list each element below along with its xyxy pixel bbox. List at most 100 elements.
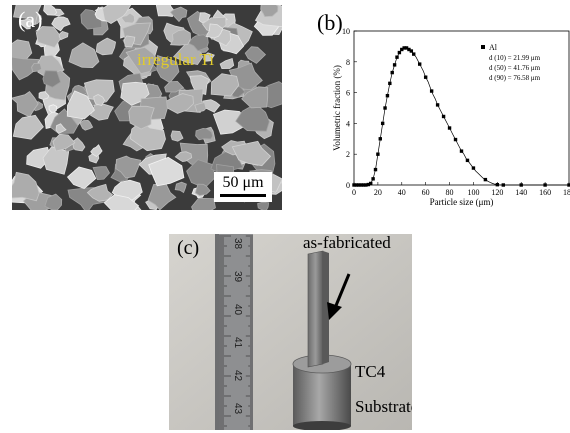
data-point [483,177,488,182]
particle [195,127,214,141]
scale-bar-line [220,194,266,197]
panel-b-label: (b) [317,10,343,35]
data-point [412,52,416,56]
particle [44,193,63,210]
data-point [400,47,404,52]
data-point [364,183,368,187]
data-point [390,70,394,75]
panel-c-label: (c) [177,237,200,259]
data-point [354,183,359,187]
particle [125,46,157,75]
data-point [459,149,464,153]
data-point [407,47,411,52]
ruler-number: 42 [232,370,243,382]
data-point [567,183,570,187]
particle [38,91,50,100]
particle [147,183,177,210]
data-point [395,55,399,59]
data-point [369,181,373,186]
sem-micrograph-panel: (a) irregular Ti 50 μm [12,5,282,210]
particle [92,166,110,181]
particle [90,144,103,157]
particle [12,114,44,140]
particle [58,30,69,41]
particle [13,5,42,26]
x-tick-label: 120 [491,188,503,197]
legend-series-label: Al [489,43,498,52]
data-point [359,183,363,187]
particle [55,123,67,134]
panel-a-label: (a) [18,7,43,32]
data-point [501,183,506,187]
scale-bar-label: 50 μm [222,174,264,191]
data-point [519,183,523,187]
x-tick-label: 160 [539,188,551,197]
particle [103,194,140,210]
y-tick-label: 10 [342,27,350,36]
particle [260,5,279,18]
particle [195,183,211,196]
data-point [417,62,422,66]
as-fabricated-annotation: as-fabricated [303,234,391,252]
data-point [397,50,402,55]
y-tick-label: 4 [346,119,350,128]
x-tick-label: 100 [467,188,479,197]
data-point [441,114,446,119]
photo-panel: 38394041424344 (c) as-fabricated TC4 Sub… [169,234,412,430]
data-point [373,167,378,172]
particle [170,6,188,23]
particle [155,5,174,18]
particle [164,80,185,93]
particle [257,201,270,210]
x-axis-label: Particle size (μm) [430,197,494,207]
substrate-cylinder [293,364,351,426]
particle [187,34,209,52]
particle [128,105,155,130]
sample-photo: 38394041424344 [169,234,412,430]
data-point [388,81,392,86]
y-axis-label: Volumetric fraction (%) [332,65,342,151]
particle [42,146,70,175]
data-point [465,158,470,163]
data-point [495,182,500,187]
data-point [361,183,366,187]
particle [83,79,115,102]
particle [123,35,136,48]
particle [66,166,97,190]
data-point [453,137,458,142]
particle [48,104,58,113]
data-point [378,137,382,141]
particle [241,86,269,109]
particle-size-chart: (b) 0 20 40 60 80 100 120 140 160 180 0 2 4 6 8 10 Parti… [317,10,570,207]
particle [148,156,185,187]
particle-size-chart-panel: (b) 0 20 40 60 80 100 120 140 160 180 0 2 4 6 8 10 Parti… [305,0,570,212]
particle [170,130,184,142]
particle [52,133,76,152]
substrate-bottom [293,421,351,430]
y-tick-label: 2 [346,150,350,159]
ruler-number: 38 [232,238,243,250]
y-tick-label: 6 [346,89,350,98]
data-point [543,183,547,187]
particle [66,90,95,120]
particle [86,183,113,202]
data-point [366,182,371,187]
ruler-number: 41 [232,337,243,349]
particle [31,62,43,73]
particle [42,70,61,88]
particle [93,94,106,106]
pointer-arrow-head [327,302,342,320]
particle [68,42,100,69]
scale-bar: 50 μm [214,172,272,202]
data-point [392,63,397,67]
particle [235,103,270,132]
legend-percentile-line: d (50) = 41.76 μm [489,64,541,72]
ruler-number: 40 [232,304,243,316]
particle [219,57,235,70]
data-point [409,49,414,53]
rod-side [323,251,329,364]
legend-percentile-line: d (90) = 76.58 μm [489,74,541,82]
particle [174,181,187,194]
x-tick-label: 180 [563,188,570,197]
particle [95,37,117,56]
